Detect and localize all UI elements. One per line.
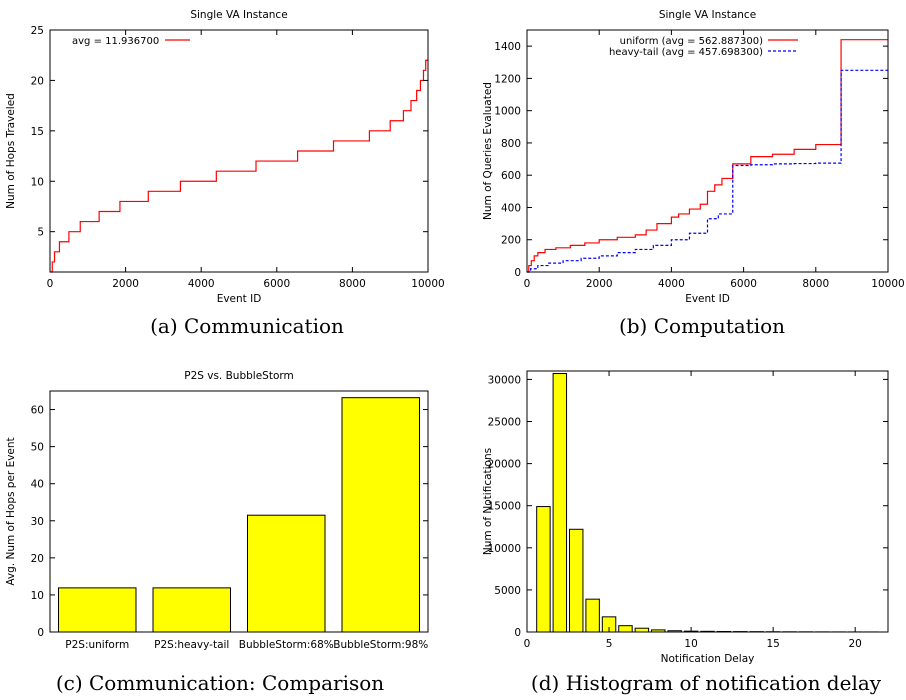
x-tick-label: P2S:uniform	[65, 639, 129, 651]
x-axis-label: Event ID	[217, 293, 262, 305]
x-tick-label: 6000	[263, 278, 290, 290]
y-tick-label: 30	[31, 516, 44, 528]
x-tick-label: 2000	[586, 278, 613, 290]
chart-panel-3: P2S vs. BubbleStorm P2S:uniform P2S:heavy-…	[5, 370, 429, 695]
y-tick-label: 20000	[488, 459, 521, 471]
panel-caption: (a) Communication	[150, 314, 344, 338]
x-tick-label: 4000	[188, 278, 215, 290]
chart-panel-1: Single VA Instance 5 10 15 20 25 0 2000 4000 6000…	[5, 9, 445, 338]
y-axis-label: Num of Queries Evaluated	[482, 82, 494, 220]
panel-caption: (d) Histogram of notification delay	[531, 671, 882, 695]
legend-label: avg = 11.936700	[72, 36, 159, 47]
y-tick-label: 200	[501, 235, 521, 247]
bar-7	[634, 627, 650, 633]
plot-frame	[49, 390, 429, 633]
bar-2	[552, 373, 568, 633]
y-tick-label: 800	[501, 138, 521, 150]
x-tick-label: 5	[606, 638, 613, 650]
y-tick-label: 40	[31, 479, 44, 491]
x-tick-label: 0	[524, 638, 531, 650]
series-line-1	[527, 39, 888, 273]
y-tick-label: 30000	[488, 374, 521, 386]
y-tick-label: 10	[31, 590, 44, 602]
chart-title: Single VA Instance	[659, 9, 756, 21]
bar-4	[585, 598, 600, 633]
chart-panel-4: 0 5000 10000 15000 20000 25000 30000 0 5 10 15 20 No…	[482, 370, 889, 695]
chart-title: P2S vs. BubbleStorm	[184, 370, 294, 382]
y-tick-label: 5000	[494, 585, 521, 597]
x-tick-label: BubbleStorm:68%	[239, 639, 334, 651]
x-tick-label: 15	[766, 638, 779, 650]
chart-title: Single VA Instance	[190, 9, 287, 21]
y-tick-label: 15	[31, 126, 44, 138]
x-axis-label: Notification Delay	[661, 653, 755, 665]
legend-label: uniform (avg = 562.887300)	[620, 36, 763, 47]
y-tick-label: 0	[514, 627, 521, 639]
y-tick-label: 600	[501, 170, 521, 182]
plot-frame	[526, 370, 889, 633]
y-axis-label: Avg. Num of Hops per Event	[5, 437, 17, 585]
y-axis-label: Num of Notifications	[482, 448, 494, 555]
y-tick-label: 15000	[488, 501, 521, 513]
x-tick-label: 4000	[658, 278, 685, 290]
y-tick-label: 25000	[488, 417, 521, 429]
bar-3	[568, 528, 584, 633]
y-tick-label: 1400	[494, 41, 521, 53]
x-tick-label: P2S:heavy-tail	[154, 639, 229, 651]
y-tick-label: 1000	[494, 106, 521, 118]
x-tick-label: 8000	[339, 278, 366, 290]
series-line-1	[50, 59, 428, 273]
x-tick-label: 10000	[871, 278, 904, 290]
panel-caption: (c) Communication: Comparison	[56, 671, 384, 695]
panel-caption: (b) Computation	[619, 314, 785, 338]
y-tick-label: 0	[37, 627, 44, 639]
legend-label: heavy-tail (avg = 457.698300)	[609, 47, 763, 58]
y-tick-label: 1200	[494, 73, 521, 85]
y-tick-label: 25	[31, 25, 44, 37]
bar-1	[58, 587, 137, 633]
bar-4	[341, 397, 420, 633]
bar-2	[152, 587, 231, 633]
x-tick-label: 20	[848, 638, 861, 650]
series-line-2	[527, 69, 888, 273]
y-tick-label: 5	[37, 227, 44, 239]
plot-frame	[49, 29, 429, 273]
y-tick-label: 20	[31, 75, 44, 87]
x-tick-label: BubbleStorm:98%	[333, 639, 428, 651]
y-tick-label: 50	[31, 442, 44, 454]
chart-panel-2: Single VA Instance 0 200 400 600 800 1000 1200 1…	[482, 9, 905, 338]
x-tick-label: 2000	[112, 278, 139, 290]
x-tick-label: 8000	[802, 278, 829, 290]
x-tick-label: 10	[684, 638, 697, 650]
y-tick-label: 20	[31, 553, 44, 565]
y-tick-label: 10	[31, 176, 44, 188]
x-axis-label: Event ID	[685, 293, 730, 305]
x-tick-label: 0	[47, 278, 54, 290]
x-tick-label: 10000	[411, 278, 444, 290]
plot-frame	[526, 29, 889, 273]
bar-1	[536, 506, 551, 633]
bar-6	[618, 625, 633, 633]
y-axis-label: Num of Hops Traveled	[5, 93, 17, 209]
x-tick-label: 6000	[730, 278, 757, 290]
bar-3	[247, 514, 326, 633]
x-tick-label: 0	[524, 278, 531, 290]
y-tick-label: 10000	[488, 543, 521, 555]
y-tick-label: 0	[514, 267, 521, 279]
y-tick-label: 400	[501, 202, 521, 214]
y-tick-label: 60	[31, 405, 44, 417]
